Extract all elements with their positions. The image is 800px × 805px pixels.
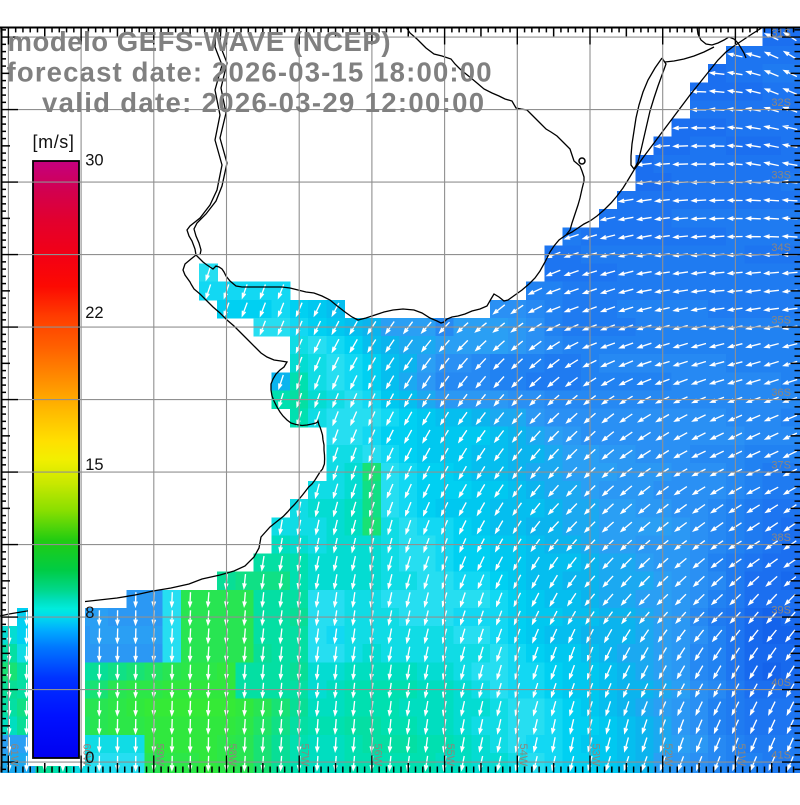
svg-text:56W: 56W: [371, 744, 383, 767]
svg-text:39S: 39S: [771, 605, 791, 617]
svg-text:51W: 51W: [735, 744, 747, 767]
svg-text:41S: 41S: [771, 750, 791, 762]
svg-text:32S: 32S: [771, 97, 791, 109]
svg-text:40S: 40S: [771, 677, 791, 689]
svg-text:55W: 55W: [444, 744, 456, 767]
svg-text:60W: 60W: [81, 744, 93, 767]
svg-text:38S: 38S: [771, 532, 791, 544]
svg-text:52W: 52W: [662, 744, 674, 767]
svg-text:54W: 54W: [517, 744, 529, 767]
svg-text:31S: 31S: [771, 27, 791, 39]
svg-text:53W: 53W: [590, 744, 602, 767]
svg-text:35S: 35S: [771, 315, 791, 327]
svg-text:15: 15: [85, 456, 103, 474]
svg-text:37S: 37S: [771, 460, 791, 472]
svg-text:22: 22: [85, 304, 103, 322]
svg-text:36S: 36S: [771, 387, 791, 399]
svg-text:61W: 61W: [8, 744, 20, 767]
svg-text:modelo GEFS-WAVE (NCEP): modelo GEFS-WAVE (NCEP): [8, 26, 391, 57]
svg-text:8: 8: [85, 604, 94, 622]
svg-text:forecast date: 2026-03-15 18:0: forecast date: 2026-03-15 18:00:00: [7, 57, 492, 88]
svg-text:valid date: 2026-03-29 12:00:0: valid date: 2026-03-29 12:00:00: [42, 87, 484, 118]
svg-text:33S: 33S: [771, 170, 791, 182]
svg-text:34S: 34S: [771, 242, 791, 254]
svg-text:[m/s]: [m/s]: [33, 132, 75, 152]
svg-text:57W: 57W: [299, 744, 311, 767]
svg-text:58W: 58W: [226, 744, 238, 767]
svg-text:59W: 59W: [153, 744, 165, 767]
svg-text:30: 30: [85, 152, 103, 170]
svg-text:0: 0: [85, 749, 94, 767]
